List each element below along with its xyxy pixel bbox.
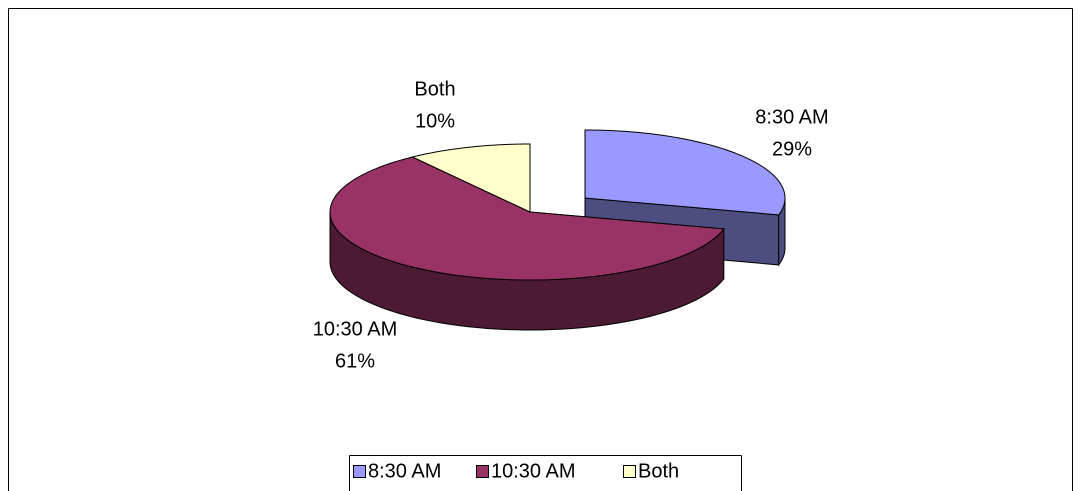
legend-swatch: [623, 465, 636, 478]
legend-swatch: [353, 465, 366, 478]
pie-slice: [410, 143, 531, 213]
legend-label: Both: [638, 460, 679, 482]
slice-label-name: 8:30 AM: [755, 106, 828, 128]
pie-slice: [329, 156, 725, 281]
pie-tops: [329, 129, 786, 281]
slice-label-value: 61%: [335, 350, 375, 372]
slice-label-name: Both: [414, 78, 455, 100]
chart-frame: [8, 8, 1073, 491]
slice-label-value: 29%: [772, 138, 812, 160]
slice-label-name: 10:30 AM: [313, 318, 398, 340]
legend-swatch: [476, 465, 489, 478]
legend-frame: [349, 455, 742, 491]
legend-label: 8:30 AM: [368, 460, 441, 482]
slice-label-value: 10%: [415, 110, 455, 132]
legend-label: 10:30 AM: [491, 460, 576, 482]
pie-slice: [584, 129, 786, 216]
